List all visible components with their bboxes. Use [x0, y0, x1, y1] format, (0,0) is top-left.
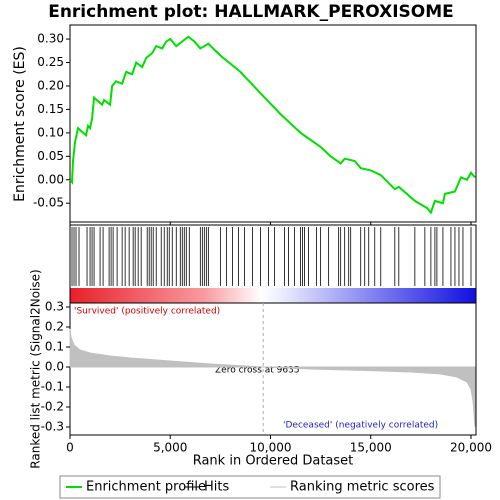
x-tick-label: 0: [66, 441, 74, 455]
y-tick-label: 0.05: [37, 149, 64, 163]
metric-frame: [69, 302, 477, 436]
es-line: [69, 35, 476, 215]
x-tick-label: 15,000: [350, 441, 392, 455]
y-tick-label: -0.2: [41, 400, 64, 414]
y-tick-label: 0.25: [37, 55, 64, 69]
y-axis-label: Ranked list metric (Signal2Noise): [29, 269, 43, 468]
x-axis-label: Rank in Ordered Dataset: [193, 454, 354, 469]
legend-label: Enrichment profile: [86, 480, 206, 495]
x-tick-label: 10,000: [249, 441, 291, 455]
legend: [59, 475, 441, 499]
y-tick-label: 0.10: [37, 125, 64, 139]
annotation: 'Survived' (positively correlated): [74, 307, 220, 317]
legend-label: Hits: [204, 480, 229, 495]
y-tick-label: -0.1: [41, 380, 64, 394]
y-tick-label: 0.30: [37, 32, 64, 46]
y-tick-label: 0.1: [45, 340, 64, 354]
legend-label: Ranking metric scores: [290, 480, 435, 495]
y-tick-label: 0.3: [45, 300, 64, 314]
x-tick-label: 20,000: [450, 441, 492, 455]
y-axis-label: Enrichment score (ES): [12, 46, 28, 202]
chart-title: Enrichment plot: HALLMARK_PEROXISOME: [48, 2, 454, 22]
y-tick-label: 0.2: [45, 320, 64, 334]
y-tick-label: 0.0: [45, 360, 64, 374]
color-bar: [70, 288, 476, 303]
metric-area: [69, 328, 476, 428]
y-tick-label: 0.15: [37, 102, 64, 116]
legend-box: [59, 475, 441, 499]
y-tick-label: 0.20: [37, 78, 64, 92]
y-tick-label: 0.00: [37, 172, 64, 186]
y-tick-label: -0.05: [33, 196, 64, 210]
y-tick-label: -0.3: [41, 420, 64, 434]
es-frame: [69, 24, 477, 223]
x-tick-label: 5,000: [153, 441, 187, 455]
annotation: 'Deceased' (negatively correlated): [283, 421, 438, 431]
annotation: Zero cross at 9635: [215, 366, 300, 376]
